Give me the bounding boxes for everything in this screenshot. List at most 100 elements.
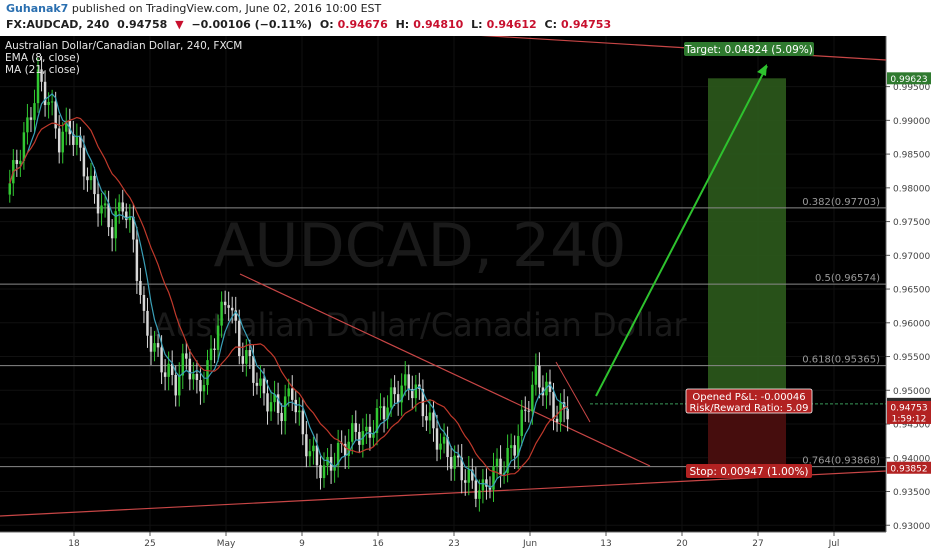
candle-body	[93, 175, 96, 195]
price-chart[interactable]: AUDCAD, 240 Australian Dollar/Canadian D…	[0, 36, 932, 550]
candle-body	[283, 396, 287, 422]
candle-body	[103, 203, 107, 206]
symbol-label: FX:AUDCAD, 240	[6, 18, 110, 31]
candle-body	[531, 384, 534, 412]
candle-body	[273, 394, 276, 403]
price-tag	[887, 72, 931, 85]
fib-label: 0.764(0.93868)	[802, 456, 880, 467]
price-tag	[887, 461, 931, 474]
low-value: 0.94612	[486, 18, 537, 31]
candle-body	[478, 490, 481, 499]
candle-body	[255, 382, 259, 386]
candle-body	[149, 335, 153, 352]
candle-body	[425, 416, 428, 421]
legend-ma: MA (21, close)	[5, 64, 80, 76]
candle-body	[301, 410, 305, 435]
x-tick-label: 18	[68, 539, 80, 549]
candle-body	[453, 455, 456, 469]
change-value: −0.00106 (−0.11%)	[191, 18, 313, 31]
candle-body	[432, 412, 435, 429]
candle-body	[19, 160, 22, 164]
candle-body	[26, 117, 29, 133]
flag-line[interactable]	[555, 361, 591, 423]
x-tick-label: Jul	[828, 539, 840, 549]
target-zone	[708, 78, 786, 404]
y-tick-label: 0.93000	[893, 522, 930, 532]
ma-line	[9, 116, 568, 477]
candle-body	[534, 365, 538, 385]
y-tick-label: 0.95500	[893, 353, 930, 363]
close-label: C:	[544, 18, 557, 31]
candle-body	[442, 436, 446, 444]
legend-ema: EMA (8, close)	[5, 52, 80, 64]
candle-body	[121, 202, 124, 212]
candle-body	[142, 294, 146, 311]
candle-body	[139, 280, 142, 295]
low-label: L:	[471, 18, 483, 31]
candle-body	[548, 381, 552, 392]
candle-body	[47, 101, 50, 106]
candle-body	[305, 434, 308, 457]
candle-body	[467, 469, 471, 483]
svg-text:Opened P&L: -0.00046: Opened P&L: -0.00046	[692, 392, 805, 403]
candle-body	[135, 239, 139, 281]
candle-body	[365, 426, 368, 432]
candle-body	[354, 423, 358, 432]
candle-body	[322, 465, 326, 479]
candle-body	[319, 465, 322, 479]
candle-body	[400, 385, 403, 403]
candle-body	[481, 479, 485, 491]
candle-body	[223, 301, 227, 306]
candle-body	[146, 310, 149, 336]
candle-body	[266, 393, 269, 412]
fib-label: 0.618(0.95365)	[802, 355, 880, 366]
candle-body	[358, 431, 361, 445]
x-tick-label: 27	[752, 539, 763, 549]
y-tick-label: 0.98500	[893, 151, 930, 161]
candle-body	[100, 205, 103, 214]
candle-body	[446, 436, 449, 458]
target-label: Target: 0.04824 (5.09%)	[684, 42, 814, 56]
candle-body	[107, 203, 110, 228]
lower-trendline[interactable]	[0, 470, 887, 517]
candle-body	[555, 418, 559, 422]
candle-body	[456, 455, 460, 458]
time-axis[interactable]	[0, 532, 886, 550]
candle-body	[312, 445, 315, 452]
svg-text:Stop: 0.00947 (1.00%): Stop: 0.00947 (1.00%)	[689, 466, 808, 478]
candle-body	[170, 363, 174, 375]
y-tick-label: 0.94000	[893, 454, 930, 464]
candle-body	[471, 469, 474, 481]
y-tick-label: 0.99000	[893, 117, 930, 127]
candle-body	[40, 69, 43, 82]
candle-body	[269, 402, 273, 412]
author-link[interactable]: Guhanak7	[6, 2, 69, 15]
candle-body	[428, 412, 432, 421]
candle-body	[485, 479, 488, 487]
candle-body	[178, 375, 181, 396]
candle-body	[499, 458, 502, 475]
candle-body	[552, 391, 555, 419]
candle-body	[54, 101, 57, 129]
ema-line	[9, 92, 569, 489]
candle-body	[315, 445, 319, 466]
candle-body	[114, 211, 117, 239]
candle-body	[230, 307, 234, 311]
candle-body	[43, 81, 47, 106]
watermark-name: Australian Dollar/Canadian Dollar	[153, 306, 687, 344]
candle-body	[287, 388, 290, 397]
candle-body	[248, 350, 252, 357]
descending-trendline[interactable]	[239, 273, 651, 467]
high-label: H:	[395, 18, 410, 31]
candle-body	[414, 384, 418, 399]
candle-body	[347, 441, 350, 456]
candle-body	[333, 465, 336, 471]
candle-body	[389, 387, 393, 408]
candle-body	[72, 134, 75, 145]
candle-body	[50, 101, 54, 103]
candle-body	[516, 435, 520, 456]
candle-body	[57, 128, 61, 153]
candle-body	[393, 387, 396, 395]
candle-body	[382, 406, 386, 420]
